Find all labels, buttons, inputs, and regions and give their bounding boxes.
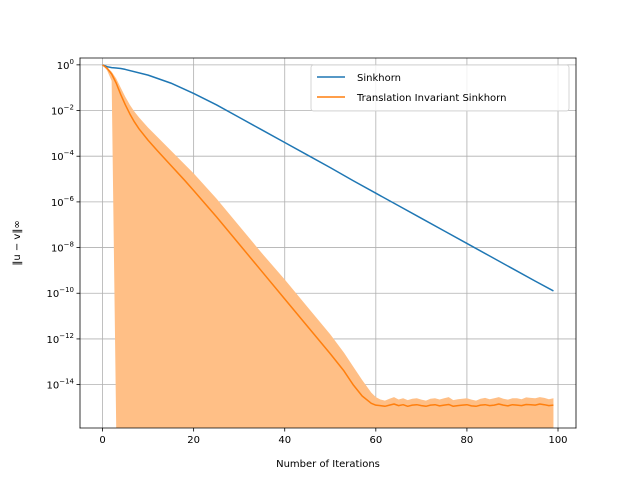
ticks: 0 20 40 60 80 100 100 10−2 10−4 10−6 10−8 10−10 10−1… <box>46 58 567 446</box>
series-1-band <box>102 64 554 428</box>
y-tick-label: 10−10 <box>46 286 74 300</box>
y-tick-label: 10−14 <box>46 378 74 392</box>
y-tick-label: 10−12 <box>46 332 74 346</box>
y-tick-label: 10−8 <box>51 241 74 255</box>
legend-frame <box>310 64 570 112</box>
x-tick-label: 80 <box>461 435 474 446</box>
series-1-line <box>102 64 554 408</box>
y-axis-label: ‖u − v‖∞ <box>12 220 23 265</box>
x-tick-label: 60 <box>369 435 382 446</box>
y-tick-label: 100 <box>57 58 74 72</box>
band-layer <box>102 64 554 428</box>
x-tick-label: 0 <box>99 435 105 446</box>
y-tick-label: 10−2 <box>51 104 74 118</box>
x-tick-label: 20 <box>187 435 200 446</box>
x-tick-label: 40 <box>278 435 291 446</box>
x-axis-label: Number of Iterations <box>276 459 380 470</box>
legend-label: Translation Invariant Sinkhorn <box>356 93 506 104</box>
y-tick-label: 10−4 <box>51 149 75 163</box>
x-tick-label: 100 <box>548 435 567 446</box>
series-0-line <box>102 64 554 292</box>
series-layer <box>102 64 554 408</box>
legend-label: Sinkhorn <box>357 73 401 84</box>
legend: Sinkhorn Translation Invariant Sinkhorn <box>310 64 570 112</box>
y-tick-label: 10−6 <box>51 195 75 209</box>
axes <box>79 57 577 429</box>
